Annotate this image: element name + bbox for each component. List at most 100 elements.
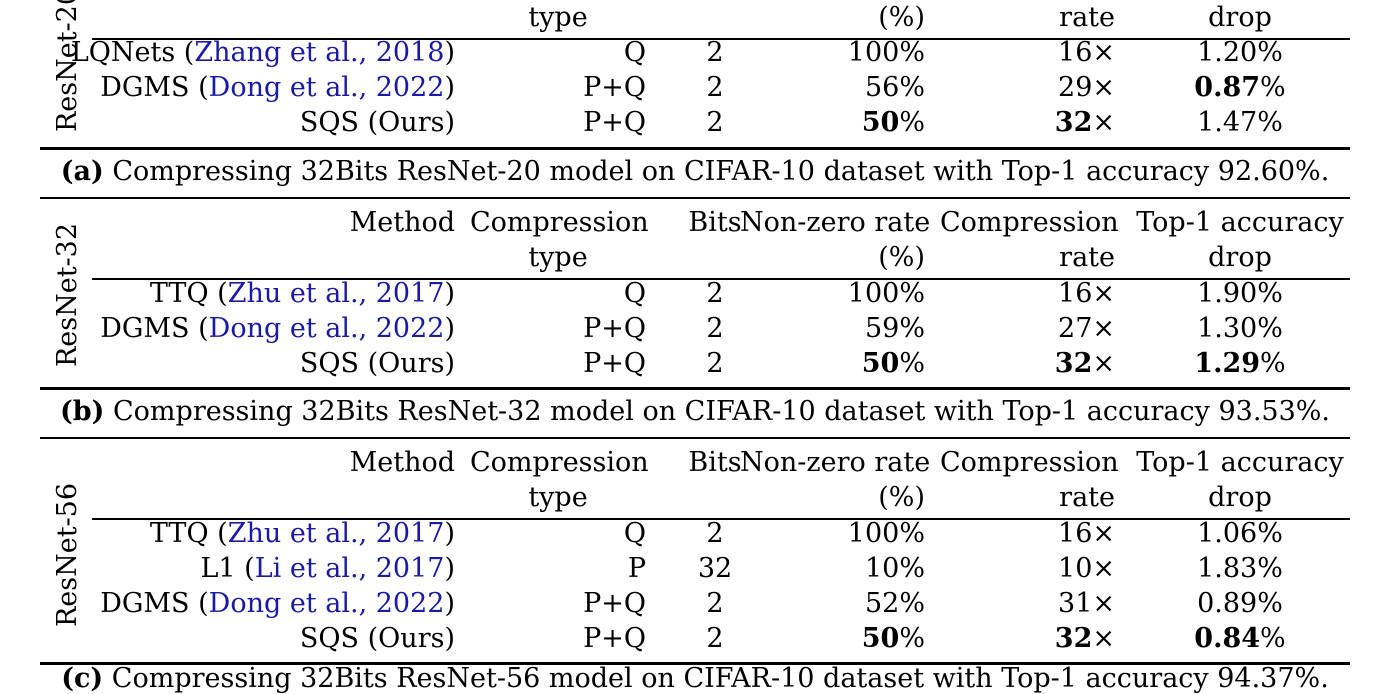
bottom-rule: [40, 147, 1350, 150]
nonzero-cell: 100%: [847, 518, 925, 549]
method-cell: TTQ (Zhu et al., 2017): [149, 518, 455, 549]
header-type: type: [528, 242, 588, 273]
header-drop: drop: [1208, 242, 1272, 273]
header-nonzero-rate: Non-zero rate: [740, 207, 931, 238]
bits-cell: 2: [706, 278, 724, 309]
header-drop: drop: [1208, 2, 1272, 33]
type-cell: Q: [623, 518, 646, 549]
header-drop: drop: [1208, 482, 1272, 513]
bits-cell: 2: [706, 313, 724, 344]
type-cell: P+Q: [583, 72, 646, 103]
accuracy-drop-cell: 1.29%: [1194, 348, 1286, 379]
compression-rate-cell: 27×: [1058, 313, 1115, 344]
nonzero-cell: 59%: [864, 313, 925, 344]
accuracy-drop-cell: 1.83%: [1197, 553, 1283, 584]
header-type: type: [528, 2, 588, 33]
header-compression-type: Compression: [470, 447, 649, 478]
bits-cell: 2: [706, 37, 724, 68]
accuracy-drop-cell: 1.30%: [1197, 313, 1283, 344]
bottom-rule: [40, 387, 1350, 390]
compression-rate-cell: 16×: [1058, 518, 1115, 549]
type-cell: Q: [623, 278, 646, 309]
method-cell: TTQ (Zhu et al., 2017): [149, 278, 455, 309]
accuracy-drop-cell: 1.47%: [1197, 107, 1283, 138]
bottom-rule: [40, 662, 1350, 665]
compression-rate-cell: 32×: [1054, 348, 1115, 379]
bits-cell: 2: [706, 107, 724, 138]
type-cell: P: [627, 553, 646, 584]
method-cell: SQS (Ours): [299, 348, 455, 379]
compression-rate-cell: 31×: [1058, 588, 1115, 619]
table-caption: (b) Compressing 32Bits ResNet-32 model o…: [60, 396, 1330, 427]
type-cell: P+Q: [583, 348, 646, 379]
compression-rate-cell: 16×: [1058, 278, 1115, 309]
accuracy-drop-cell: 0.87%: [1194, 72, 1286, 103]
type-cell: P+Q: [583, 588, 646, 619]
citation-link[interactable]: Li et al., 2017: [254, 553, 445, 584]
header-compression-rate: Compression: [940, 447, 1119, 478]
citation-link[interactable]: Zhu et al., 2017: [227, 518, 445, 549]
header-rule: [92, 278, 1350, 280]
header-rate: rate: [1059, 242, 1115, 273]
table-caption: (c) Compressing 32Bits ResNet-56 model o…: [61, 663, 1329, 694]
method-cell: DGMS (Dong et al., 2022): [100, 588, 455, 619]
citation-link[interactable]: Dong et al., 2022: [208, 313, 445, 344]
header-compression-rate: Compression: [940, 207, 1119, 238]
header-top1-accuracy: Top-1 accuracy: [1136, 447, 1344, 478]
header-compression-type: Compression: [470, 207, 649, 238]
paper-page: ResNet-20 type (%) rate drop LQNets (Zha…: [40, 0, 1350, 694]
accuracy-drop-cell: 1.20%: [1197, 37, 1283, 68]
header-type: type: [528, 482, 588, 513]
citation-link[interactable]: Zhang et al., 2018: [194, 37, 445, 68]
header-nonzero-rate: Non-zero rate: [740, 447, 931, 478]
type-cell: P+Q: [583, 313, 646, 344]
nonzero-cell: 10%: [864, 553, 925, 584]
top-rule: [40, 437, 1350, 439]
method-cell: DGMS (Dong et al., 2022): [100, 72, 455, 103]
type-cell: Q: [623, 37, 646, 68]
header-bits: Bits: [688, 207, 742, 238]
bits-cell: 32: [697, 553, 733, 584]
nonzero-cell: 100%: [847, 278, 925, 309]
nonzero-cell: 50%: [861, 623, 925, 654]
nonzero-cell: 100%: [847, 37, 925, 68]
header-nonzero-unit: (%): [878, 2, 925, 33]
method-cell: SQS (Ours): [299, 623, 455, 654]
header-method: Method: [349, 447, 455, 478]
citation-link[interactable]: Dong et al., 2022: [208, 588, 445, 619]
type-cell: P+Q: [583, 107, 646, 138]
bits-cell: 2: [706, 588, 724, 619]
header-rule: [92, 38, 1350, 40]
header-bits: Bits: [688, 447, 742, 478]
bits-cell: 2: [706, 348, 724, 379]
citation-link[interactable]: Zhu et al., 2017: [227, 278, 445, 309]
top-rule: [40, 197, 1350, 199]
compression-rate-cell: 16×: [1058, 37, 1115, 68]
compression-rate-cell: 10×: [1058, 553, 1115, 584]
header-method: Method: [349, 207, 455, 238]
compression-rate-cell: 29×: [1058, 72, 1115, 103]
nonzero-cell: 50%: [861, 348, 925, 379]
method-cell: L1 (Li et al., 2017): [200, 553, 455, 584]
header-top1-accuracy: Top-1 accuracy: [1136, 207, 1344, 238]
accuracy-drop-cell: 0.89%: [1197, 588, 1283, 619]
header-rule: [92, 518, 1350, 520]
method-cell: DGMS (Dong et al., 2022): [100, 313, 455, 344]
accuracy-drop-cell: 1.06%: [1197, 518, 1283, 549]
bits-cell: 2: [706, 518, 724, 549]
type-cell: P+Q: [583, 623, 646, 654]
bits-cell: 2: [706, 72, 724, 103]
header-nonzero-unit: (%): [878, 482, 925, 513]
compression-rate-cell: 32×: [1054, 623, 1115, 654]
citation-link[interactable]: Dong et al., 2022: [208, 72, 445, 103]
table-caption: (a) Compressing 32Bits ResNet-20 model o…: [60, 156, 1330, 187]
bits-cell: 2: [706, 623, 724, 654]
header-rate: rate: [1059, 2, 1115, 33]
method-cell: SQS (Ours): [299, 107, 455, 138]
nonzero-cell: 56%: [864, 72, 925, 103]
accuracy-drop-cell: 0.84%: [1194, 623, 1286, 654]
header-nonzero-unit: (%): [878, 242, 925, 273]
nonzero-cell: 52%: [864, 588, 925, 619]
accuracy-drop-cell: 1.90%: [1197, 278, 1283, 309]
method-cell: LQNets (Zhang et al., 2018): [70, 37, 455, 68]
